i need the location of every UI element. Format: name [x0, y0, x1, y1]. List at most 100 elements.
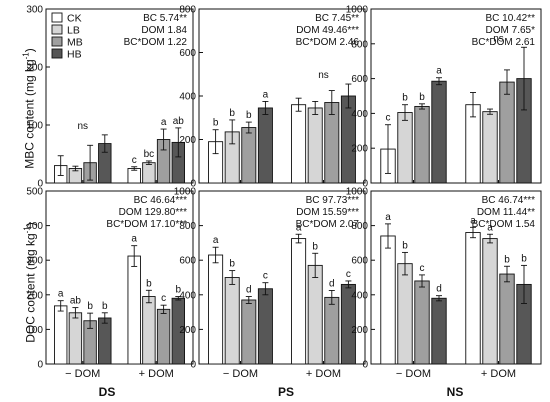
y-tick-label-doc-ns: 800 — [351, 221, 368, 232]
stats-line-doc-ns: DOM 11.44** — [477, 207, 535, 218]
y-tick-label-mbc-ds: 100 — [26, 121, 43, 132]
significance-letter-mbc-ps: a — [263, 89, 269, 100]
panel-frame-mbc-ns — [370, 8, 542, 184]
ylabel-mbc-sup: -1 — [21, 52, 31, 60]
legend-swatch-ck — [51, 12, 63, 23]
bar-doc-ns-lb-g1 — [482, 238, 498, 365]
ns-label-mbc-ds: ns — [77, 121, 88, 132]
y-tick-label-mbc-ds: 300 — [26, 5, 43, 16]
bar-mbc-ns-lb-g0 — [397, 112, 413, 184]
significance-letter-mbc-ds: bc — [144, 149, 155, 160]
soil-label-ds: DS — [99, 385, 116, 399]
bar-mbc-ps-mb-g0 — [241, 127, 257, 184]
stats-line-doc-ps: BC*DOM 2.07 — [296, 219, 360, 230]
significance-letter-doc-ds: a — [131, 234, 137, 245]
soil-label-ns: NS — [447, 385, 464, 399]
bar-mbc-ns-mb-g0 — [414, 105, 430, 184]
significance-letter-mbc-ns: b — [419, 92, 425, 103]
x-tick-label-doc-ds: − DOM — [65, 368, 100, 380]
legend-label-ck: CK — [67, 13, 82, 25]
y-tick-label-mbc-ns: 400 — [351, 109, 368, 120]
stats-line-doc-ps: BC 97.73*** — [306, 195, 359, 206]
y-tick-label-doc-ds: 0 — [37, 360, 43, 371]
bar-doc-ps-ck-g1 — [291, 238, 307, 365]
stats-line-mbc-ds: BC*DOM 1.22 — [124, 37, 188, 48]
significance-letter-mbc-ps: b — [246, 110, 252, 121]
soil-label-ps: PS — [278, 385, 294, 399]
y-tick-label-doc-ps: 400 — [179, 290, 196, 301]
stats-line-mbc-ns: BC*DOM 2.61 — [472, 37, 536, 48]
bar-doc-ds-lb-g1 — [142, 296, 156, 365]
significance-letter-doc-ns: a — [385, 212, 391, 223]
bar-mbc-ds-lb-g1 — [142, 162, 156, 184]
significance-letter-doc-ds: b — [176, 285, 182, 296]
y-tick-label-doc-ps: 800 — [179, 221, 196, 232]
bar-mbc-ps-lb-g1 — [307, 107, 323, 184]
ylabel-doc-sup: -1 — [22, 226, 32, 234]
significance-letter-mbc-ns: c — [386, 113, 391, 124]
significance-letter-doc-ps: b — [229, 259, 235, 270]
significance-letter-mbc-ds: c — [132, 155, 137, 166]
ylabel-doc-close: ) — [23, 222, 38, 227]
legend-swatch-lb — [51, 24, 63, 35]
significance-letter-doc-ns: b — [504, 254, 510, 265]
stats-line-doc-ns: BC 46.74*** — [482, 195, 535, 206]
significance-letter-doc-ps: a — [296, 222, 302, 233]
y-axis-label-mbc: MBC content (mg kg-1) — [22, 44, 37, 174]
y-axis-label-doc: DOC content (mg kg-1) — [23, 218, 38, 348]
significance-letter-mbc-ns: a — [436, 66, 442, 77]
legend-label-hb: HB — [67, 49, 82, 61]
significance-letter-doc-ps: d — [329, 278, 335, 289]
bar-doc-ps-hb-g0 — [257, 288, 273, 365]
bar-doc-ds-mb-g1 — [156, 308, 171, 365]
y-tick-label-mbc-ps: 800 — [179, 5, 196, 16]
y-tick-label-doc-ds: 500 — [26, 187, 43, 198]
stats-line-mbc-ds: DOM 1.84 — [141, 25, 187, 36]
significance-letter-mbc-ns: b — [402, 93, 408, 104]
bar-doc-ns-lb-g0 — [397, 263, 413, 365]
significance-letter-mbc-ps: b — [213, 118, 219, 129]
stats-line-mbc-ps: BC*DOM 2.46 — [296, 37, 360, 48]
bar-doc-ds-ck-g1 — [127, 255, 141, 365]
y-tick-label-mbc-ns: 800 — [351, 39, 368, 50]
stats-line-mbc-ds: BC 5.74** — [143, 13, 187, 24]
ns-label-mbc-ns: ns — [493, 33, 504, 44]
panel-frame-doc-ps — [198, 190, 366, 365]
legend-label-lb: LB — [67, 25, 80, 37]
panel-frame-mbc-ds — [45, 8, 194, 184]
ylabel-mbc-text: MBC content (mg kg — [22, 59, 37, 169]
bar-mbc-ns-hb-g0 — [431, 80, 447, 184]
y-tick-label-doc-ds: 200 — [26, 290, 43, 301]
significance-letter-doc-ns: b — [521, 253, 527, 264]
y-tick-label-mbc-ds: 0 — [37, 179, 43, 190]
bar-mbc-ps-hb-g0 — [257, 107, 273, 184]
panel-frame-doc-ds — [45, 190, 194, 365]
significance-letter-doc-ps: d — [246, 285, 252, 296]
y-tick-label-mbc-ns: 600 — [351, 74, 368, 85]
y-tick-label-doc-ps: 0 — [190, 360, 196, 371]
bar-doc-ps-lb-g1 — [307, 264, 323, 365]
y-tick-label-doc-ns: 1000 — [346, 187, 369, 198]
significance-letter-mbc-ps: b — [229, 108, 235, 119]
bar-doc-ps-ck-g0 — [208, 254, 224, 365]
bar-doc-ns-mb-g1 — [499, 273, 515, 365]
stats-line-doc-ns: BC*DOM 1.54 — [472, 219, 536, 230]
significance-letter-mbc-ds: a — [161, 117, 167, 128]
x-tick-label-doc-ps: + DOM — [306, 368, 341, 380]
significance-letter-doc-ns: a — [470, 215, 476, 226]
significance-letter-doc-ds: c — [161, 293, 166, 304]
x-tick-label-doc-ns: − DOM — [396, 368, 431, 380]
y-tick-label-doc-ds: 300 — [26, 256, 43, 267]
bar-mbc-ns-lb-g1 — [482, 111, 498, 184]
bar-doc-ns-ck-g0 — [380, 235, 396, 365]
legend-swatch-mb — [51, 36, 63, 47]
x-tick-label-doc-ns: + DOM — [481, 368, 516, 380]
y-tick-label-mbc-ns: 0 — [362, 179, 368, 190]
y-tick-label-mbc-ps: 600 — [179, 48, 196, 59]
stats-line-doc-ds: DOM 129.80*** — [119, 207, 187, 218]
ns-label-mbc-ps: ns — [318, 70, 329, 81]
bar-doc-ds-hb-g0 — [98, 317, 112, 365]
stats-line-mbc-ns: BC 10.42** — [486, 13, 536, 24]
significance-letter-doc-ps: b — [312, 241, 318, 252]
